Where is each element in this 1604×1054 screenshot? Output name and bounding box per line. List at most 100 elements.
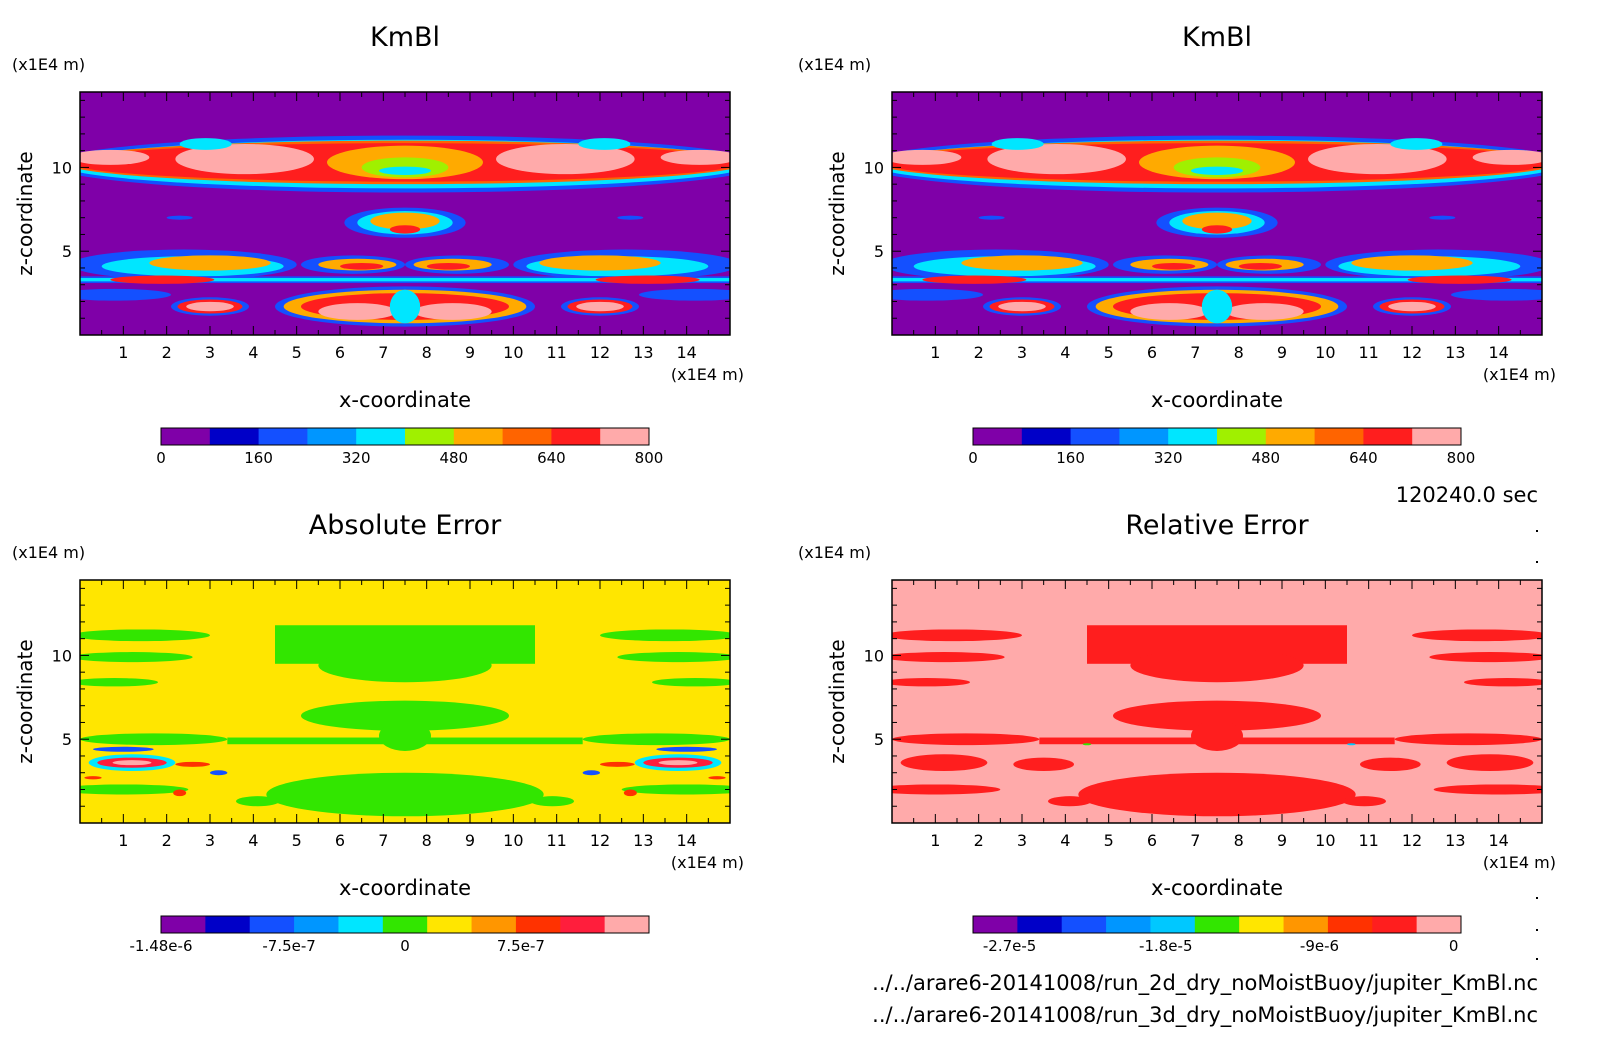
x-tick-label: 9 (1277, 343, 1287, 362)
colorbar-label: 640 (1349, 449, 1378, 467)
colorbar-swatch (604, 916, 650, 933)
x-tick-label: 11 (546, 343, 566, 362)
contour-region (1464, 678, 1542, 687)
contour-region (617, 652, 730, 663)
x-tick-label: 14 (676, 343, 696, 362)
contour-region (340, 262, 384, 270)
contour-region (1347, 743, 1356, 746)
colorbar-label: 320 (342, 449, 371, 467)
contour-region (1191, 166, 1243, 175)
colorbar-swatch (1017, 916, 1063, 933)
contour-region (186, 301, 234, 312)
time-label: 120240.0 sec (1396, 483, 1538, 507)
contour-region (112, 760, 152, 766)
colorbar-swatch (453, 428, 504, 445)
contour-region (987, 143, 1126, 175)
x-tick-label: 1 (118, 343, 128, 362)
colorbar-swatch (502, 428, 552, 445)
x-tick-label: 10 (1315, 343, 1335, 362)
x-tick-label: 14 (1488, 343, 1508, 362)
colorbar: 0 160 320 480 640 800 (968, 427, 1475, 467)
y-axis-label: z-coordinate (13, 639, 37, 763)
contour-region (998, 301, 1046, 312)
contour-field (892, 92, 1542, 335)
contour-region (1201, 225, 1233, 234)
contour-region (600, 629, 730, 642)
colorbar-swatch (1416, 916, 1462, 933)
x-tick-label: 6 (335, 831, 345, 850)
colorbar-swatch (1327, 916, 1373, 933)
colorbar-swatch (1265, 428, 1316, 445)
contour-region (379, 720, 431, 751)
contour-region (578, 138, 631, 150)
colorbar-swatch (1150, 916, 1196, 933)
contour-band (892, 278, 1542, 282)
y-axis-label: z-coordinate (825, 151, 849, 275)
contour-region (595, 275, 700, 284)
contour-region (80, 288, 171, 301)
colorbar-label: -9e-6 (1300, 937, 1339, 955)
x-tick-label: 4 (248, 343, 258, 362)
contour-region (576, 301, 624, 312)
colorbar-swatch (1239, 916, 1285, 933)
x-tick-label: 7 (1190, 343, 1200, 362)
contour-region (235, 796, 280, 807)
contour-region (621, 784, 730, 795)
colorbar-swatch (1372, 916, 1418, 933)
x-tick-label: 8 (1234, 343, 1244, 362)
colorbar-swatch (249, 916, 295, 933)
contour-region (93, 746, 154, 752)
colorbar-swatch (1070, 428, 1120, 445)
x-tick-label: 6 (1147, 831, 1157, 850)
contour-region (389, 225, 421, 234)
colorbar-label: 0 (400, 937, 410, 955)
colorbar-swatch (1021, 428, 1072, 445)
x-unit-label: (x1E4 m) (1483, 365, 1556, 384)
contour-region (1429, 215, 1456, 220)
colorbar-label: 640 (537, 449, 566, 467)
colorbar-label: -1.48e-6 (130, 937, 193, 955)
colorbar-swatch (338, 916, 384, 933)
colorbar-label: 800 (635, 449, 664, 467)
x-tick-label: 10 (503, 831, 523, 850)
y-tick-label: 5 (874, 730, 884, 749)
contour-region (1451, 288, 1542, 301)
x-tick-label: 4 (1060, 343, 1070, 362)
contour-region (1342, 796, 1387, 807)
contour-region (1152, 262, 1196, 270)
contour-region (1182, 212, 1252, 230)
contour-region (318, 303, 397, 320)
contour-band (80, 278, 730, 282)
contour-region (1225, 303, 1304, 320)
contour-region (623, 789, 637, 797)
colorbar-label: -7.5e-7 (262, 937, 315, 955)
contour-region (173, 789, 187, 797)
contour-region (1113, 700, 1321, 731)
x-tick-label: 11 (546, 831, 566, 850)
y-tick-label: 5 (874, 242, 884, 261)
contour-region (80, 733, 228, 746)
contour-region (80, 652, 193, 663)
colorbar-swatch (209, 428, 260, 445)
colorbar-frame (160, 427, 650, 446)
contour-region (1130, 648, 1304, 683)
contour-region (530, 796, 574, 807)
contour-region (175, 761, 211, 767)
colorbar-swatch (973, 428, 1023, 445)
x-tick-label: 2 (974, 343, 984, 362)
file-path-3d: ../../arare6-20141008/run_3d_dry_noMoist… (872, 1003, 1538, 1028)
y-tick-label: 10 (52, 158, 72, 177)
chart-panel-2: KmBl(x1E4 m)1 2 3 4 5 6 7 8 9 10 11 12 13 14510z-coor… (798, 22, 1556, 467)
colorbar-swatch (1283, 916, 1329, 933)
contour-region (210, 770, 228, 776)
y-unit-label: (x1E4 m) (12, 543, 85, 562)
contour-region (426, 262, 471, 270)
contour-band (1039, 737, 1395, 745)
colorbar-label: 0 (968, 449, 978, 467)
contour-region (413, 303, 492, 320)
colorbar-swatch (161, 916, 206, 933)
contour-region (1390, 138, 1443, 150)
contour-region (389, 289, 421, 324)
x-tick-label: 6 (1147, 343, 1157, 362)
